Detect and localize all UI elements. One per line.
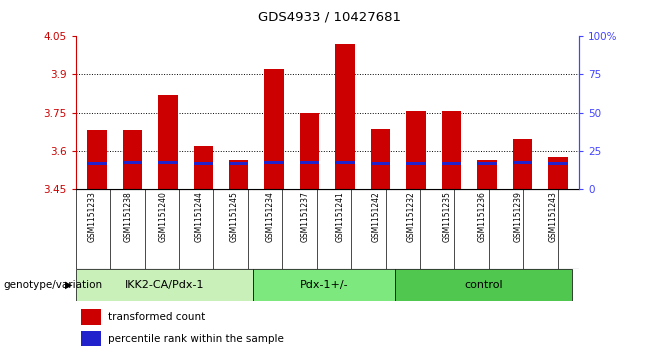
Text: GSM1151236: GSM1151236 — [478, 191, 487, 242]
Bar — [81, 331, 101, 346]
Bar — [442, 111, 461, 189]
Text: GSM1151235: GSM1151235 — [442, 191, 451, 242]
Bar — [265, 69, 284, 189]
Text: GSM1151242: GSM1151242 — [372, 191, 380, 242]
Text: percentile rank within the sample: percentile rank within the sample — [109, 334, 284, 344]
Bar — [229, 159, 249, 189]
Text: control: control — [464, 280, 503, 290]
Text: transformed count: transformed count — [109, 312, 206, 322]
Bar — [548, 162, 567, 165]
Bar — [88, 130, 107, 189]
Bar — [229, 162, 249, 165]
Bar — [406, 162, 426, 165]
Bar — [442, 162, 461, 165]
Text: ▶: ▶ — [65, 280, 72, 290]
Bar — [88, 162, 107, 165]
Bar — [253, 269, 395, 301]
Bar — [300, 160, 319, 164]
Text: GSM1151232: GSM1151232 — [407, 191, 416, 242]
Text: GSM1151233: GSM1151233 — [88, 191, 97, 242]
Bar — [76, 269, 253, 301]
Bar — [122, 160, 142, 164]
Bar — [370, 162, 390, 165]
Bar — [395, 269, 572, 301]
Bar — [81, 309, 101, 325]
Text: GSM1151240: GSM1151240 — [159, 191, 168, 242]
Text: IKK2-CA/Pdx-1: IKK2-CA/Pdx-1 — [124, 280, 204, 290]
Bar — [406, 111, 426, 189]
Text: GSM1151243: GSM1151243 — [549, 191, 558, 242]
Bar — [477, 162, 497, 165]
Text: GSM1151241: GSM1151241 — [336, 191, 345, 242]
Bar — [300, 113, 319, 189]
Text: GSM1151237: GSM1151237 — [301, 191, 310, 242]
Bar — [370, 129, 390, 189]
Bar — [158, 160, 178, 164]
Bar — [548, 157, 567, 189]
Text: GSM1151244: GSM1151244 — [194, 191, 203, 242]
Bar — [158, 95, 178, 189]
Bar — [193, 162, 213, 165]
Text: GSM1151238: GSM1151238 — [124, 191, 132, 242]
Text: Pdx-1+/-: Pdx-1+/- — [299, 280, 348, 290]
Bar — [265, 160, 284, 164]
Text: genotype/variation: genotype/variation — [3, 280, 103, 290]
Bar — [122, 130, 142, 189]
Bar — [336, 44, 355, 189]
Text: GDS4933 / 10427681: GDS4933 / 10427681 — [257, 11, 401, 24]
Bar — [336, 160, 355, 164]
Text: GSM1151234: GSM1151234 — [265, 191, 274, 242]
Text: GSM1151239: GSM1151239 — [513, 191, 522, 242]
Text: GSM1151245: GSM1151245 — [230, 191, 239, 242]
Bar — [513, 139, 532, 189]
Bar — [513, 160, 532, 164]
Bar — [193, 146, 213, 189]
Bar — [477, 159, 497, 189]
